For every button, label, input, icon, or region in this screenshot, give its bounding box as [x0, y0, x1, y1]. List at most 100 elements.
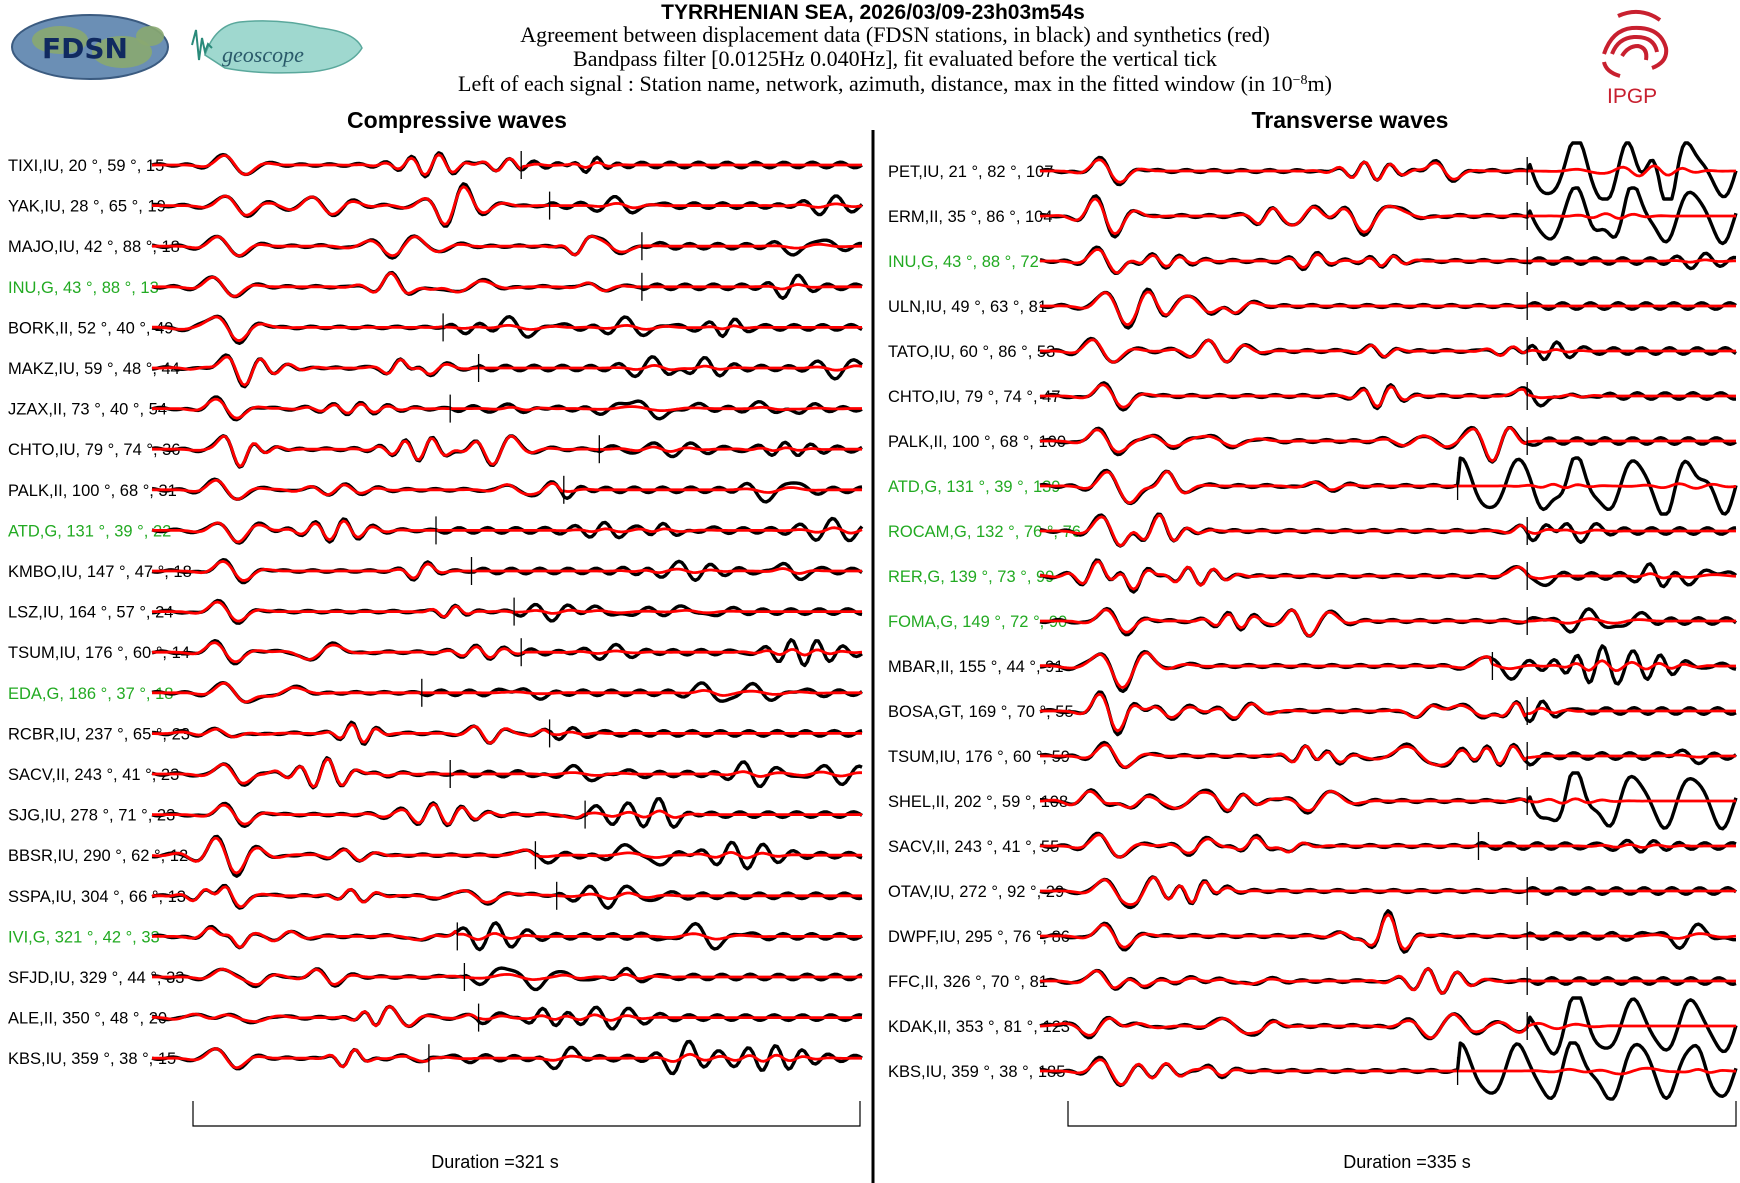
synthetic-trace	[1040, 1058, 1736, 1086]
transverse-duration-bracket	[1067, 1101, 1737, 1127]
station-label: ERM,II, 35 °, 86 °, 104	[888, 208, 1053, 226]
synthetic-trace	[152, 600, 862, 623]
station-label: YAK,IU, 28 °, 65 °, 19	[8, 198, 166, 216]
subtitle-line-3: Left of each signal : Station name, netw…	[458, 71, 1332, 96]
compressive-trace-row: KBS,IU, 359 °, 38 °, 15	[8, 1039, 863, 1076]
station-label: SHEL,II, 202 °, 59 °, 108	[888, 793, 1068, 811]
synthetic-trace	[152, 560, 862, 582]
station-label: SSPA,IU, 304 °, 66 °, 13	[8, 888, 186, 906]
synthetic-trace	[152, 478, 862, 501]
synthetic-trace	[152, 757, 862, 789]
transverse-trace-row: KBS,IU, 359 °, 38 °, 185	[888, 1041, 1738, 1101]
transverse-trace-row: CHTO,IU, 79 °, 74 °, 47	[888, 381, 1736, 412]
transverse-trace-row: PALK,II, 100 °, 68 °, 100	[888, 425, 1737, 464]
synthetic-trace	[1040, 338, 1736, 364]
compressive-trace-row: BORK,II, 52 °, 40 °, 49	[8, 313, 863, 345]
compressive-trace-row: BBSR,IU, 290 °, 62 °, 12	[8, 834, 863, 878]
data-trace	[151, 797, 863, 829]
synthetic-trace	[152, 967, 862, 986]
transverse-trace-row: ERM,II, 35 °, 86 °, 104	[888, 186, 1738, 246]
station-label: ROCAM,G, 132 °, 76 °, 76	[888, 523, 1081, 541]
station-label: KBS,IU, 359 °, 38 °, 185	[888, 1063, 1065, 1081]
station-label: BBSR,IU, 290 °, 62 °, 12	[8, 847, 188, 865]
station-label: OTAV,IU, 272 °, 92 °, 29	[888, 883, 1064, 901]
compressive-trace-row: ALE,II, 350 °, 48 °, 20	[8, 1003, 863, 1032]
compressive-trace-row: RCBR,IU, 237 °, 65 °, 23	[8, 719, 863, 748]
geoscope-logo-text: geoscope	[222, 42, 304, 67]
transverse-trace-row: DWPF,IU, 295 °, 76 °, 86	[888, 909, 1737, 954]
station-label: FOMA,G, 149 °, 72 °, 90	[888, 613, 1067, 631]
station-label: SFJD,IU, 329 °, 44 °, 33	[8, 969, 184, 987]
synthetic-trace	[1040, 470, 1737, 505]
figure-title: TYRRHENIAN SEA, 2026/03/09-23h03m54s	[661, 1, 1085, 24]
transverse-trace-row: INU,G, 43 °, 88 °, 72	[888, 245, 1737, 275]
synthetic-trace	[152, 926, 862, 949]
synthetic-trace	[152, 802, 862, 826]
fdsn-logo: FDSN	[11, 14, 169, 80]
synthetic-trace	[1040, 248, 1736, 275]
station-label: KMBO,IU, 147 °, 47 °, 18	[8, 563, 192, 581]
data-trace	[151, 966, 863, 992]
compressive-trace-row: MAKZ,IU, 59 °, 48 °, 44	[8, 353, 864, 389]
synthetic-trace	[1040, 833, 1736, 859]
compressive-trace-row: PALK,II, 100 °, 68 °, 31	[8, 475, 863, 504]
synthetic-trace	[1040, 876, 1736, 906]
synthetic-trace	[152, 315, 862, 343]
compressive-trace-row: EDA,G, 186 °, 37 °, 18	[8, 678, 863, 707]
synthetic-trace	[152, 885, 862, 908]
compressive-trace-row: IVI,G, 321 °, 42 °, 33	[8, 921, 863, 952]
transverse-trace-row: SHEL,II, 202 °, 59 °, 108	[888, 771, 1738, 831]
transverse-trace-row: SACV,II, 243 °, 41 °, 55	[888, 831, 1737, 860]
synthetic-trace	[1040, 290, 1736, 327]
compressive-trace-row: LSZ,IU, 164 °, 57 °, 24	[8, 597, 863, 626]
synthetic-trace	[1040, 514, 1736, 547]
ipgp-logo-text: IPGP	[1607, 85, 1657, 108]
transverse-trace-row: ROCAM,G, 132 °, 76 °, 76	[888, 512, 1737, 548]
synthetic-trace	[152, 681, 862, 704]
synthetic-trace	[152, 519, 863, 544]
synthetic-trace	[152, 1005, 862, 1028]
station-label: MAKZ,IU, 59 °, 48 °, 44	[8, 360, 180, 378]
station-label: PALK,II, 100 °, 68 °, 100	[888, 433, 1066, 451]
station-label: IVI,G, 321 °, 42 °, 33	[8, 928, 160, 946]
synthetic-trace	[152, 234, 862, 258]
synthetic-trace	[1040, 967, 1736, 995]
compressive-trace-row: YAK,IU, 28 °, 65 °, 19	[8, 182, 864, 228]
synthetic-trace	[152, 153, 862, 177]
compressive-trace-row: MAJO,IU, 42 °, 88 °, 18	[8, 232, 863, 261]
station-label: SACV,II, 243 °, 41 °, 23	[8, 766, 179, 784]
station-label: BORK,II, 52 °, 40 °, 49	[8, 319, 173, 337]
transverse-trace-row: TATO,IU, 60 °, 86 °, 53	[888, 336, 1737, 365]
synthetic-trace	[152, 641, 863, 664]
synthetic-trace	[1040, 651, 1736, 689]
synthetic-trace	[151, 836, 862, 875]
compressive-trace-row: SACV,II, 243 °, 41 °, 23	[8, 756, 863, 790]
compressive-trace-row: SSPA,IU, 304 °, 66 °, 13	[8, 881, 863, 910]
data-trace	[1040, 909, 1736, 954]
synthetic-trace	[152, 397, 862, 420]
station-label: CHTO,IU, 79 °, 74 °, 47	[888, 388, 1060, 406]
station-label: TSUM,IU, 176 °, 60 °, 14	[8, 644, 190, 662]
synthetic-trace	[152, 723, 862, 745]
station-label: TSUM,IU, 176 °, 60 °, 59	[888, 748, 1070, 766]
transverse-trace-row: PET,IU, 21 °, 82 °, 107	[888, 141, 1738, 201]
station-label: CHTO,IU, 79 °, 74 °, 36	[8, 441, 180, 459]
station-label: KBS,IU, 359 °, 38 °, 15	[8, 1050, 176, 1068]
station-label: TIXI,IU, 20 °, 59 °, 15	[8, 157, 164, 175]
transverse-trace-row: RER,G, 139 °, 73 °, 99	[888, 558, 1738, 594]
station-label: TATO,IU, 60 °, 86 °, 53	[888, 343, 1055, 361]
synthetic-trace	[152, 355, 863, 387]
synthetic-trace	[1040, 913, 1737, 951]
transverse-trace-row: OTAV,IU, 272 °, 92 °, 29	[888, 875, 1737, 910]
compressive-trace-row: SFJD,IU, 329 °, 44 °, 33	[8, 963, 863, 992]
synthetic-trace	[1040, 692, 1736, 733]
station-label: INU,G, 43 °, 88 °, 72	[888, 253, 1039, 271]
transverse-duration-label: Duration =335 s	[1343, 1152, 1471, 1172]
compressive-duration-label: Duration =321 s	[431, 1152, 559, 1172]
synthetic-trace	[152, 434, 862, 468]
synthetic-trace	[152, 185, 863, 226]
station-label: MAJO,IU, 42 °, 88 °, 18	[8, 238, 180, 256]
compressive-trace-row: INU,G, 43 °, 88 °, 13	[8, 270, 863, 301]
transverse-trace-row: BOSA,GT, 169 °, 70 °, 55	[888, 690, 1737, 737]
subtitle-line-1: Agreement between displacement data (FDS…	[520, 22, 1270, 47]
